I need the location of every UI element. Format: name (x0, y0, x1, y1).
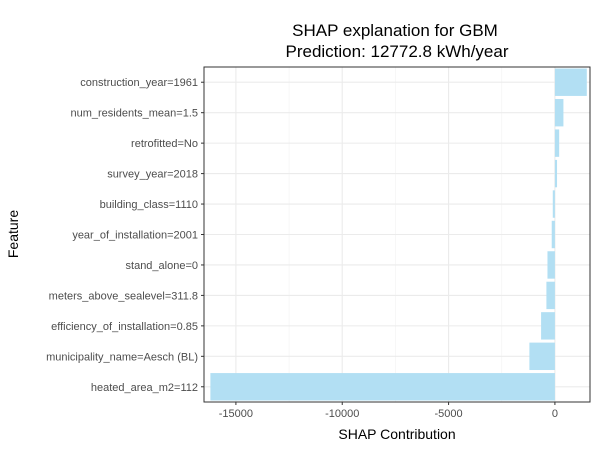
bar (551, 220, 555, 249)
y-tick-labels: construction_year=1961 num_residents_mean… (46, 77, 204, 394)
y-tick-label: building_class=1110 (100, 199, 198, 211)
y-tick-label: meters_above_sealevel=311.8 (49, 290, 198, 302)
y-tick-label: survey_year=2018 (107, 169, 198, 181)
y-tick-label: construction_year=1961 (80, 77, 198, 89)
y-axis-title: Feature (5, 210, 21, 258)
x-tick-labels: -15000 -10000 -5000 0 (219, 402, 558, 420)
y-tick-label: efficiency_of_installation=0.85 (51, 321, 198, 333)
x-tick-label: -10000 (325, 408, 359, 420)
y-tick-label: num_residents_mean=1.5 (71, 108, 199, 120)
chart-title: SHAP explanation for GBM (292, 21, 498, 40)
bar (554, 159, 558, 188)
y-tick-label: municipality_name=Aesch (BL) (46, 351, 198, 363)
bar (210, 373, 555, 401)
chart-subtitle: Prediction: 12772.8 kWh/year (285, 42, 508, 61)
y-tick-label: stand_alone=0 (126, 260, 198, 272)
y-tick-label: retrofitted=No (131, 138, 198, 150)
y-tick-label: year_of_installation=2001 (72, 230, 198, 242)
x-tick-label: -5000 (435, 408, 463, 420)
bar (554, 68, 587, 96)
bar (547, 251, 555, 279)
y-tick-label: heated_area_m2=112 (91, 382, 198, 394)
bar (554, 129, 560, 157)
x-tick-label: -15000 (219, 408, 253, 420)
bar (546, 281, 555, 310)
bar (529, 342, 555, 371)
bar-layer (210, 68, 587, 401)
bar (541, 312, 555, 340)
bar (554, 98, 564, 127)
x-tick-label: 0 (552, 408, 558, 420)
x-axis-title: SHAP Contribution (338, 426, 455, 442)
bar (552, 190, 555, 218)
